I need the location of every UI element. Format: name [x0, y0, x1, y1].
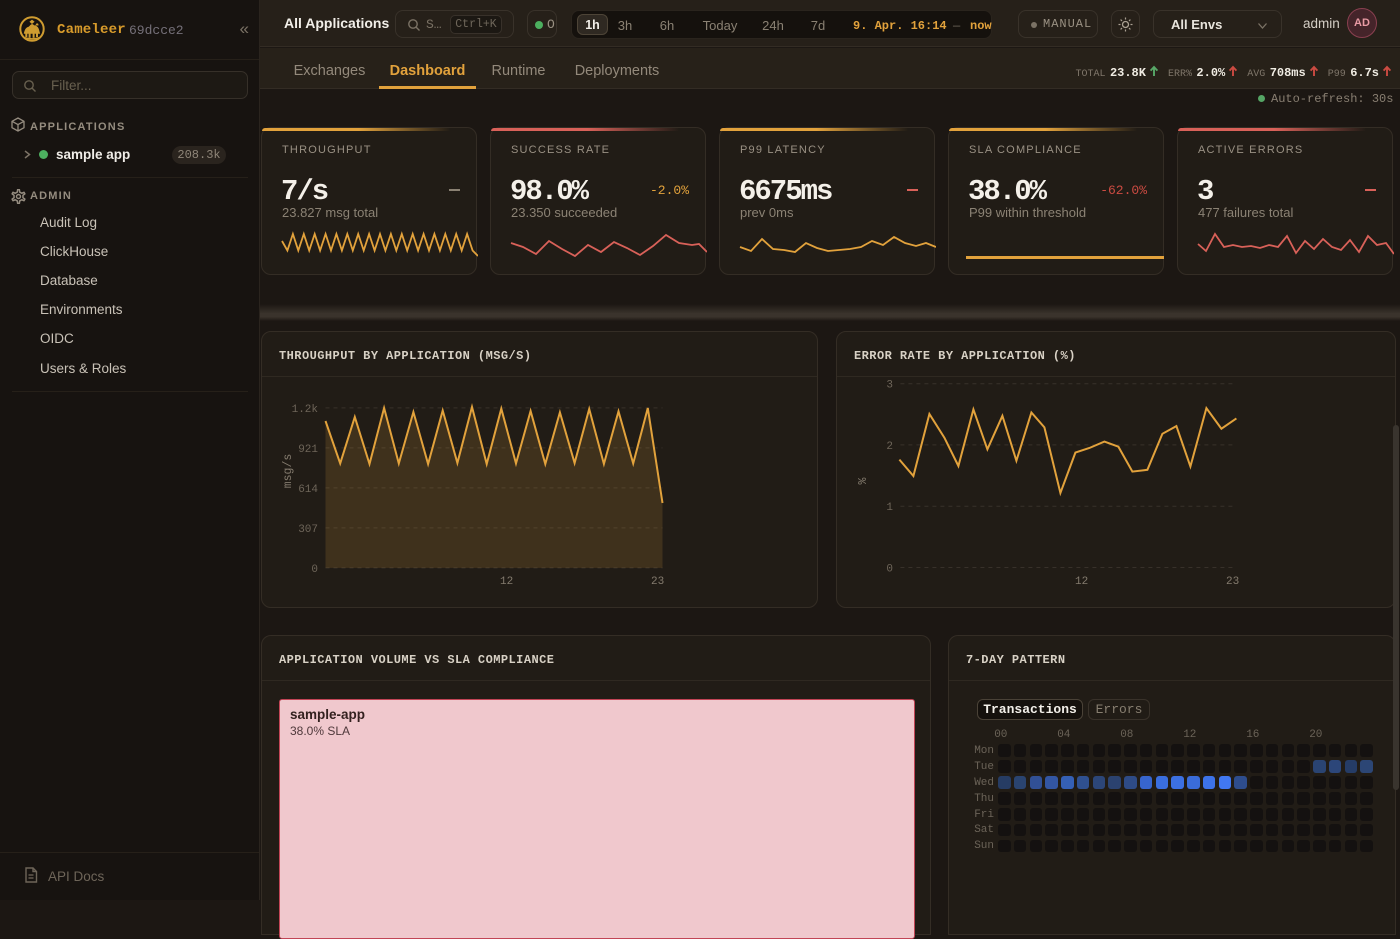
svg-text:2: 2	[886, 441, 893, 453]
svg-text:0: 0	[311, 564, 318, 576]
svg-text:msg/s: msg/s	[282, 454, 295, 489]
svg-text:921: 921	[298, 444, 318, 456]
svg-text:1.2k: 1.2k	[292, 404, 319, 416]
svg-text:0: 0	[886, 564, 893, 576]
svg-text:3: 3	[886, 380, 893, 392]
svg-text:23: 23	[1226, 576, 1239, 588]
svg-text:23: 23	[651, 576, 664, 588]
svg-text:1: 1	[886, 502, 893, 514]
svg-text:614: 614	[298, 484, 318, 496]
svg-text:307: 307	[298, 524, 318, 536]
svg-text:%: %	[857, 477, 870, 484]
svg-text:12: 12	[500, 576, 513, 588]
svg-text:12: 12	[1075, 576, 1088, 588]
